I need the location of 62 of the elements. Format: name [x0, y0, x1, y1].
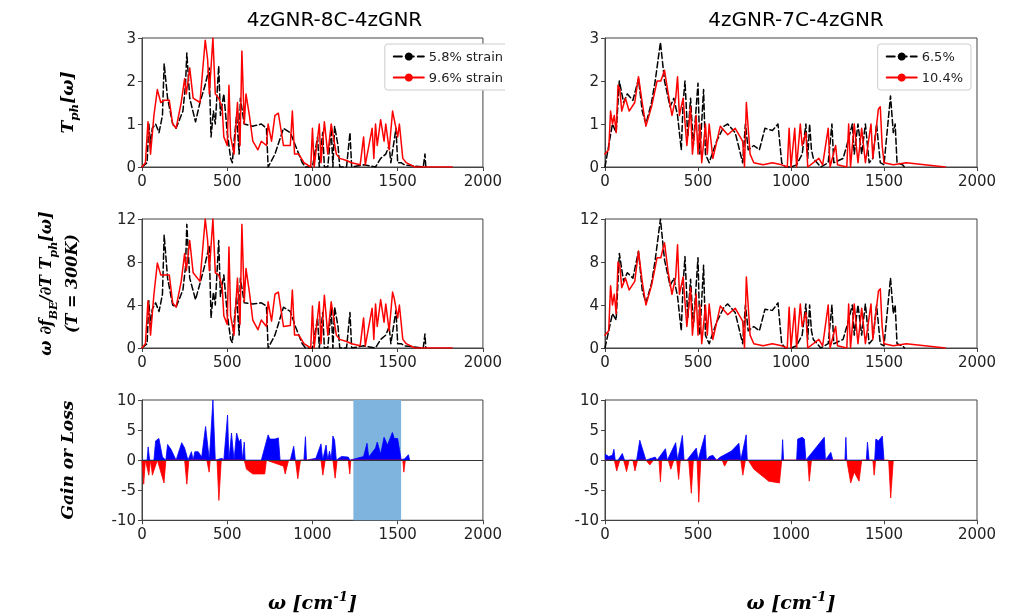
y-axis-title: Gain or Loss — [57, 400, 77, 520]
y-tick-label: 10 — [116, 391, 136, 409]
y-tick-label: 10 — [579, 391, 599, 409]
y-tick-label: 12 — [116, 210, 136, 228]
legend-label: 10.4% — [921, 70, 964, 85]
y-tick-label: 2 — [589, 72, 599, 90]
y-tick-label: -5 — [584, 481, 599, 500]
x-tick-label: 1500 — [864, 524, 904, 543]
y-tick-label: 3 — [126, 29, 136, 47]
x-tick-label: 500 — [683, 171, 713, 190]
x-tick-label: 500 — [683, 524, 713, 543]
x-tick-label: 1500 — [378, 524, 417, 543]
y-tick-label: 0 — [589, 451, 599, 470]
x-tick-label: 500 — [683, 352, 713, 371]
y-tick-label: 5 — [589, 421, 599, 440]
x-tick-label: 2000 — [463, 171, 503, 190]
y-tick-label: 0 — [589, 158, 599, 176]
x-tick-label: 1500 — [864, 171, 904, 190]
chart-title: 4zGNR-8C-4zGNR — [246, 7, 423, 31]
x-tick-label: 2000 — [957, 524, 997, 543]
y-tick-label: -10 — [574, 511, 599, 530]
line-series — [141, 52, 427, 168]
y-tick-label: 12 — [579, 210, 599, 228]
x-tick-label: 1000 — [771, 524, 811, 543]
x-tick-label: 1500 — [864, 352, 904, 371]
y-tick-label: 0 — [126, 451, 136, 470]
y-tick-label: -5 — [121, 481, 136, 500]
x-tick-label: 2000 — [957, 171, 997, 190]
y-tick-label: -10 — [111, 511, 136, 530]
legend-label: 9.6% strain — [428, 70, 504, 85]
y-tick-label: 0 — [126, 158, 136, 176]
x-tick-label: 500 — [212, 352, 242, 371]
x-tick-label: 2000 — [957, 352, 997, 371]
x-tick-label: 1000 — [293, 524, 332, 543]
x-tick-label: 500 — [212, 171, 242, 190]
y-tick-label: 2 — [126, 72, 136, 90]
y-tick-label: 4 — [126, 296, 136, 314]
y-tick-label: 3 — [589, 29, 599, 47]
line-series — [604, 41, 906, 168]
y-tick-label: 5 — [126, 421, 136, 440]
x-tick-label: 500 — [212, 524, 242, 543]
x-tick-label: 1000 — [293, 171, 332, 190]
x-tick-label: 2000 — [463, 524, 503, 543]
line-series — [604, 218, 906, 349]
y-axis-title: Tph[ω] — [57, 71, 81, 134]
legend-label: 5.8% strain — [428, 49, 504, 64]
y-tick-label: 1 — [589, 115, 599, 133]
chart-title: 4zGNR-7C-4zGNR — [708, 7, 884, 31]
line-series — [604, 241, 947, 349]
y-tick-label: 0 — [589, 339, 599, 357]
y-tick-label: 8 — [589, 253, 599, 271]
x-tick-label: 1000 — [293, 352, 332, 371]
y-tick-label: 0 — [126, 339, 136, 357]
y-tick-label: 1 — [126, 115, 136, 133]
x-tick-label: 1000 — [771, 171, 811, 190]
y-tick-label: 4 — [589, 296, 599, 314]
y-tick-label: 8 — [126, 253, 136, 271]
x-tick-label: 1000 — [771, 352, 811, 371]
legend-label: 6.5% — [921, 49, 955, 64]
x-tick-label: 2000 — [463, 352, 503, 371]
x-tick-label: 1500 — [378, 352, 417, 371]
x-tick-label: 1500 — [378, 171, 417, 190]
